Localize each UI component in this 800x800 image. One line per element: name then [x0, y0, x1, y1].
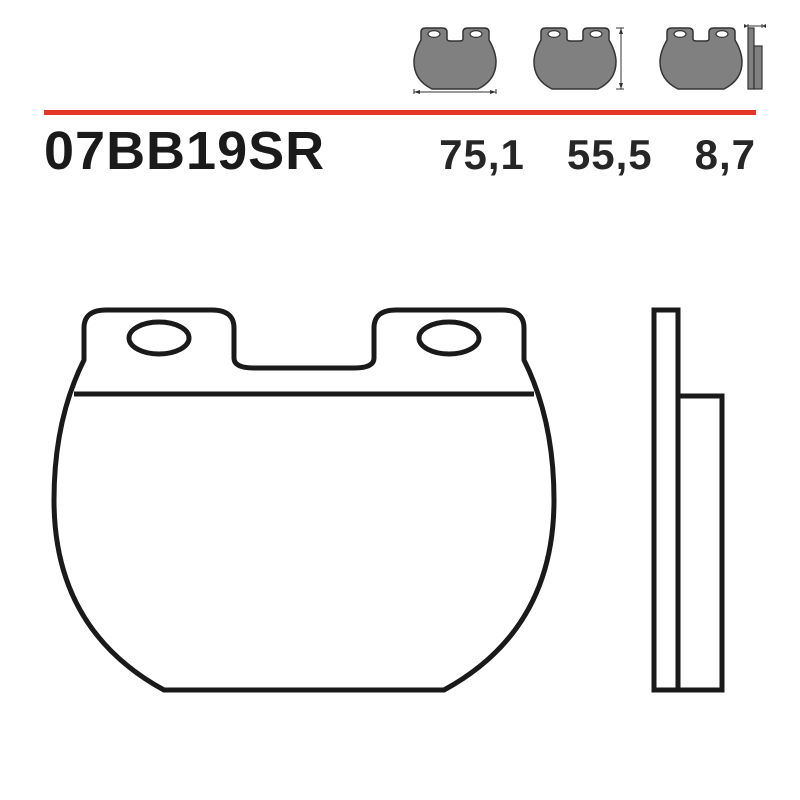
- side-view: [654, 310, 722, 690]
- part-number: 07BB19SR: [44, 120, 325, 182]
- dimensions-row: 75,1 55,5 8,7: [439, 131, 756, 179]
- diagram-canvas: 07BB19SR 75,1 55,5 8,7: [0, 0, 800, 800]
- dim-width: 75,1: [439, 131, 525, 179]
- header-icons: [410, 24, 768, 94]
- thickness-icon: [656, 24, 768, 94]
- dim-height: 55,5: [567, 131, 653, 179]
- technical-drawing: [44, 250, 756, 760]
- front-view: [54, 310, 554, 690]
- dim-thickness: 8,7: [695, 131, 756, 179]
- width-icon: [410, 24, 500, 94]
- header-text-row: 07BB19SR 75,1 55,5 8,7: [44, 120, 756, 182]
- separator-line: [44, 102, 756, 107]
- height-icon: [530, 24, 626, 94]
